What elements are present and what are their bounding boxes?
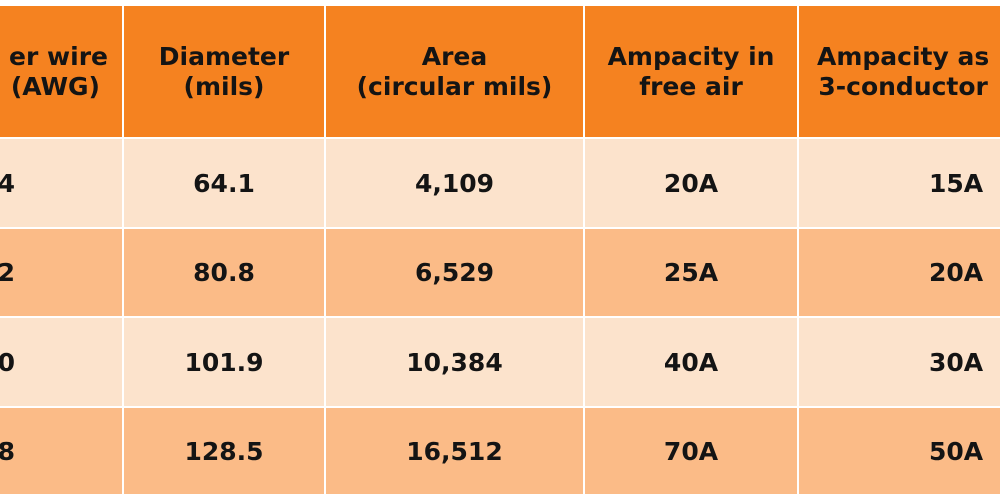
- cell-area: 16,512: [326, 408, 583, 494]
- header-ampacity-3-conductor: Ampacity as 3-conductor: [799, 6, 1000, 137]
- cell-diameter: 101.9: [124, 318, 324, 406]
- header-line: (mils): [183, 71, 265, 101]
- header-line: free air: [639, 71, 743, 101]
- header-line: Diameter: [158, 41, 290, 71]
- cell-area: 4,109: [326, 139, 583, 227]
- header-line: (circular mils): [356, 71, 553, 101]
- cell-ampacity-3-conductor: 30A: [799, 318, 1000, 406]
- table-row: 4 64.1 4,109 20A 15A: [0, 139, 1000, 227]
- header-diameter: Diameter (mils): [124, 6, 324, 137]
- cell-ampacity-free-air: 20A: [585, 139, 797, 227]
- header-row: er wire (AWG) Diameter (mils) Area (circul…: [0, 6, 1000, 137]
- header-line: er wire: [9, 41, 108, 71]
- cell-diameter: 128.5: [124, 408, 324, 494]
- table-row: 8 128.5 16,512 70A 50A: [0, 408, 1000, 494]
- cell-area: 6,529: [326, 229, 583, 316]
- cell-ampacity-free-air: 25A: [585, 229, 797, 316]
- header-line: (AWG): [10, 71, 100, 101]
- header-area: Area (circular mils): [326, 6, 583, 137]
- cell-gauge: 4: [0, 139, 122, 227]
- table-row: 0 101.9 10,384 40A 30A: [0, 318, 1000, 406]
- cell-ampacity-free-air: 40A: [585, 318, 797, 406]
- cell-diameter: 80.8: [124, 229, 324, 316]
- cell-diameter: 64.1: [124, 139, 324, 227]
- cell-ampacity-3-conductor: 20A: [799, 229, 1000, 316]
- cell-ampacity-3-conductor: 50A: [799, 408, 1000, 494]
- table-row: 2 80.8 6,529 25A 20A: [0, 229, 1000, 316]
- header-line: Area: [421, 41, 488, 71]
- cell-area: 10,384: [326, 318, 583, 406]
- header-ampacity-free-air: Ampacity in free air: [585, 6, 797, 137]
- cell-gauge: 8: [0, 408, 122, 494]
- cell-gauge: 0: [0, 318, 122, 406]
- cell-gauge: 2: [0, 229, 122, 316]
- cell-ampacity-free-air: 70A: [585, 408, 797, 494]
- cell-ampacity-3-conductor: 15A: [799, 139, 1000, 227]
- header-line: Ampacity in: [607, 41, 775, 71]
- header-wire-gauge: er wire (AWG): [0, 6, 122, 137]
- header-line: Ampacity as: [817, 41, 990, 71]
- header-line: 3-conductor: [818, 71, 988, 101]
